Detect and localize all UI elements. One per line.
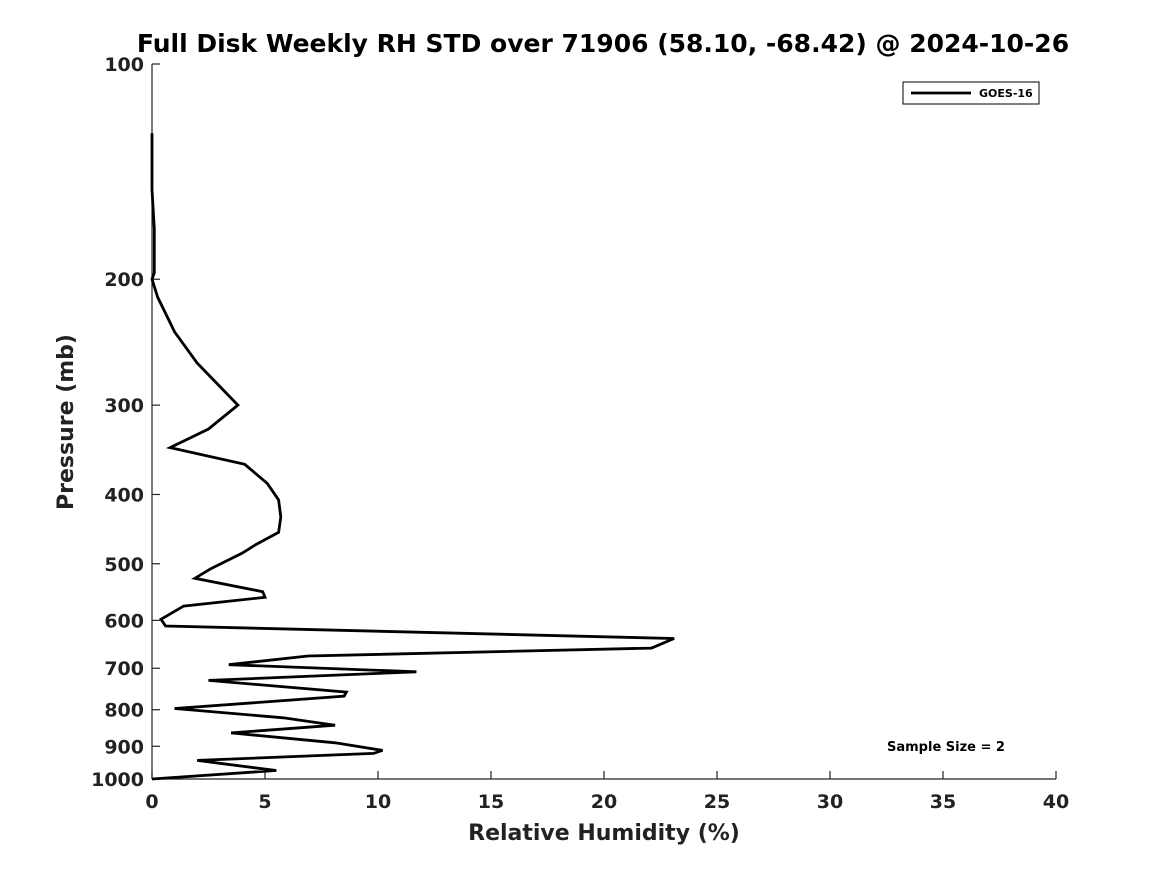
x-tick-label: 35 (930, 791, 956, 813)
y-tick-label: 900 (104, 736, 144, 758)
sample-size-annotation: Sample Size = 2 (887, 740, 1005, 755)
series-line-goes-16 (150, 133, 675, 781)
y-tick-label: 600 (104, 610, 144, 632)
x-ticks: 0 5 10 15 20 25 30 35 40 (145, 771, 1069, 813)
x-tick-label: 5 (258, 791, 271, 813)
x-tick-label: 15 (478, 791, 504, 813)
legend: GOES-16 (902, 81, 1040, 105)
x-tick-label: 25 (704, 791, 730, 813)
chart-title: Full Disk Weekly RH STD over 71906 (58.1… (137, 29, 1069, 58)
y-tick-label: 200 (104, 269, 144, 291)
y-ticks: 100 200 300 400 500 600 700 800 900 1000 (91, 54, 160, 791)
y-tick-label: 700 (104, 658, 144, 680)
y-tick-label: 400 (104, 484, 144, 506)
x-tick-label: 10 (365, 791, 391, 813)
y-tick-label: 300 (104, 395, 144, 417)
x-axis-label: Relative Humidity (%) (468, 821, 740, 846)
legend-label-goes-16: GOES-16 (979, 87, 1033, 100)
y-tick-label: 800 (104, 700, 144, 722)
x-tick-label: 30 (817, 791, 843, 813)
x-tick-label: 0 (145, 791, 158, 813)
y-tick-label: 500 (104, 554, 144, 576)
y-tick-label: 100 (104, 54, 144, 76)
y-tick-label: 1000 (91, 769, 144, 791)
y-axis-label: Pressure (mb) (54, 334, 79, 510)
x-tick-label: 40 (1043, 791, 1069, 813)
x-tick-label: 20 (591, 791, 617, 813)
series-group (150, 133, 675, 781)
axes (151, 64, 1056, 780)
